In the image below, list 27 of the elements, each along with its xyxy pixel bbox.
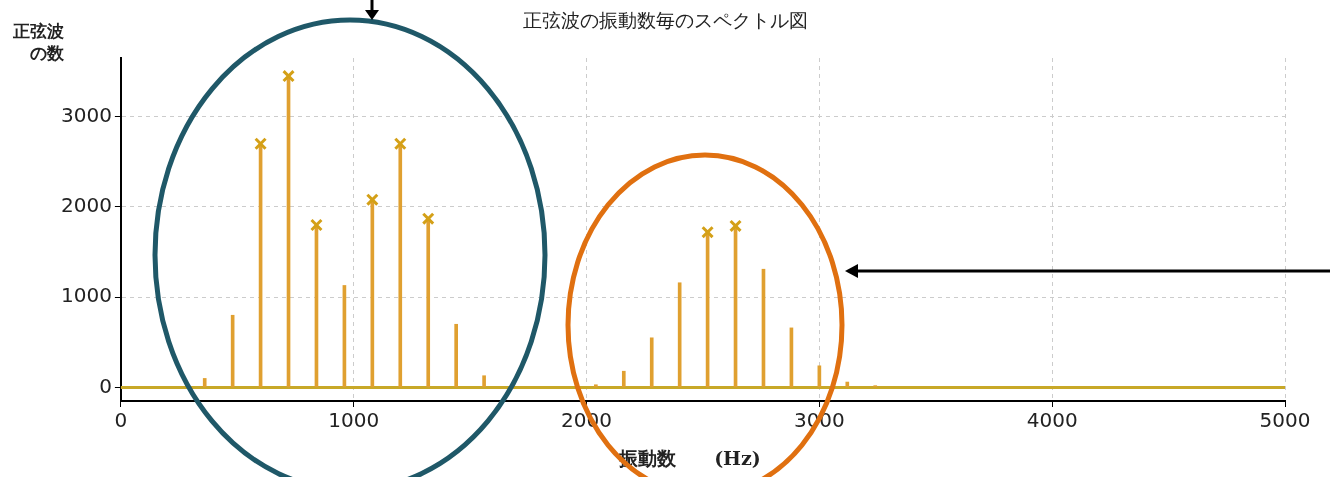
y-tick-label: 2000 [60,193,112,218]
point [701,225,715,239]
y-tick-label: 3000 [60,102,112,127]
point [729,219,742,233]
y-tick-label: 0 [99,373,112,398]
bar [202,378,207,388]
point [421,212,435,226]
x-tick-label: 4000 [1026,408,1078,433]
point [254,137,268,151]
chart-title: 正弦波の振動数毎のスペクトル図 [522,9,808,31]
point [393,137,407,151]
bar [649,337,654,388]
y-tick-label: 1000 [60,283,112,308]
bar [454,323,458,388]
x-tick-label: 0 [114,408,128,433]
point [310,218,323,232]
x-tick-label: 1000 [328,408,380,433]
bar [594,384,598,388]
bar [621,370,626,388]
point [365,193,379,207]
point [282,69,295,83]
x-tick-label: 5000 [1259,408,1311,433]
y-axis-title: 正弦波の数 [12,20,64,64]
bar [845,381,850,388]
bar [482,375,486,388]
bar [426,218,431,388]
bar [398,143,403,388]
